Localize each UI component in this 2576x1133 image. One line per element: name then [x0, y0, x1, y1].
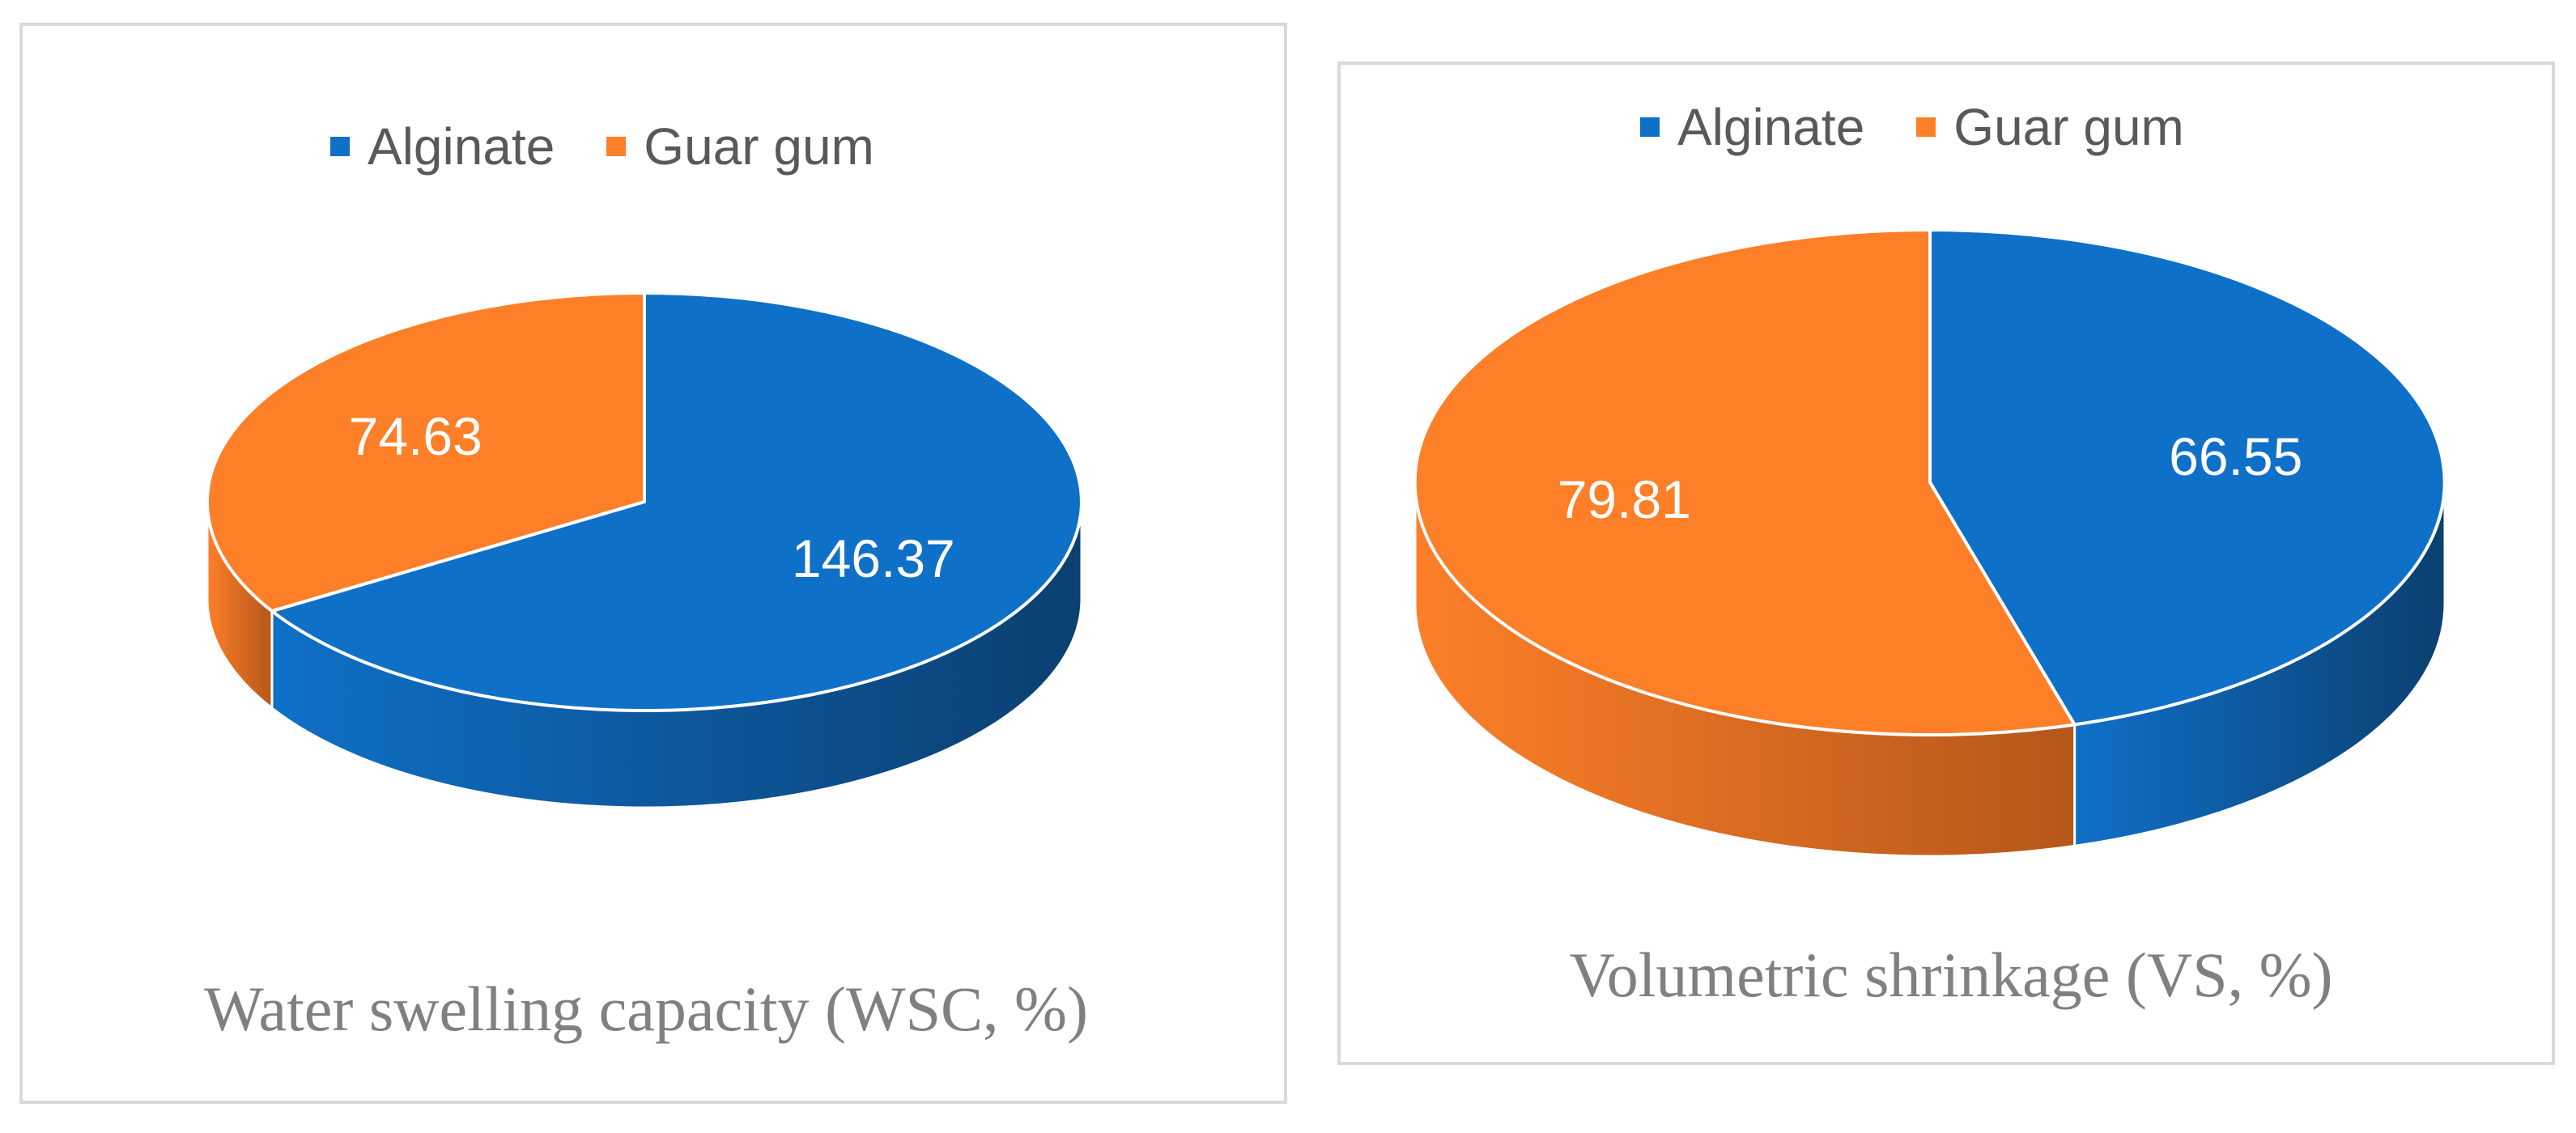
legend-label-alginate: Alginate — [368, 117, 555, 176]
legend-label-guar-gum: Guar gum — [644, 117, 874, 176]
pie-slice-guar-gum — [206, 291, 646, 613]
legend-item-guar-gum: Guar gum — [1916, 97, 2184, 157]
legend-item-alginate: Alginate — [330, 117, 555, 176]
chart-panel-wsc: Alginate Guar gum 146.37 74.63 Water swel… — [19, 23, 1287, 1104]
legend-item-guar-gum: Guar gum — [606, 117, 874, 176]
pie-chart-wsc: 146.37 74.63 — [206, 291, 1083, 809]
data-label-guar-gum: 74.63 — [349, 406, 482, 466]
chart-panel-vs: Alginate Guar gum 66.55 79.81 Volumetric … — [1337, 62, 2555, 1065]
chart-title: Water swelling capacity (WSC, %) — [204, 974, 1088, 1044]
pie-slice-guar-gum — [1413, 228, 2077, 736]
data-label-alginate: 146.37 — [792, 528, 955, 588]
chart-title: Volumetric shrinkage (VS, %) — [1569, 940, 2333, 1010]
legend-swatch-alginate — [1640, 117, 1660, 137]
legend-label-guar-gum: Guar gum — [1953, 98, 2184, 156]
pie-chart-vs: 66.55 79.81 — [1413, 228, 2446, 858]
legend-swatch-alginate — [330, 137, 350, 156]
legend-swatch-guar-gum — [606, 137, 627, 156]
legend-label-alginate: Alginate — [1677, 98, 1865, 156]
pie-slice-alginate — [1928, 228, 2446, 727]
legend-swatch-guar-gum — [1916, 117, 1936, 137]
pie-slice-alginate — [270, 291, 1083, 712]
data-label-alginate: 66.55 — [2169, 426, 2302, 486]
legend: Alginate Guar gum — [330, 117, 874, 176]
legend: Alginate Guar gum — [1640, 97, 2184, 157]
data-label-guar-gum: 79.81 — [1558, 469, 1691, 529]
legend-item-alginate: Alginate — [1640, 97, 1864, 157]
